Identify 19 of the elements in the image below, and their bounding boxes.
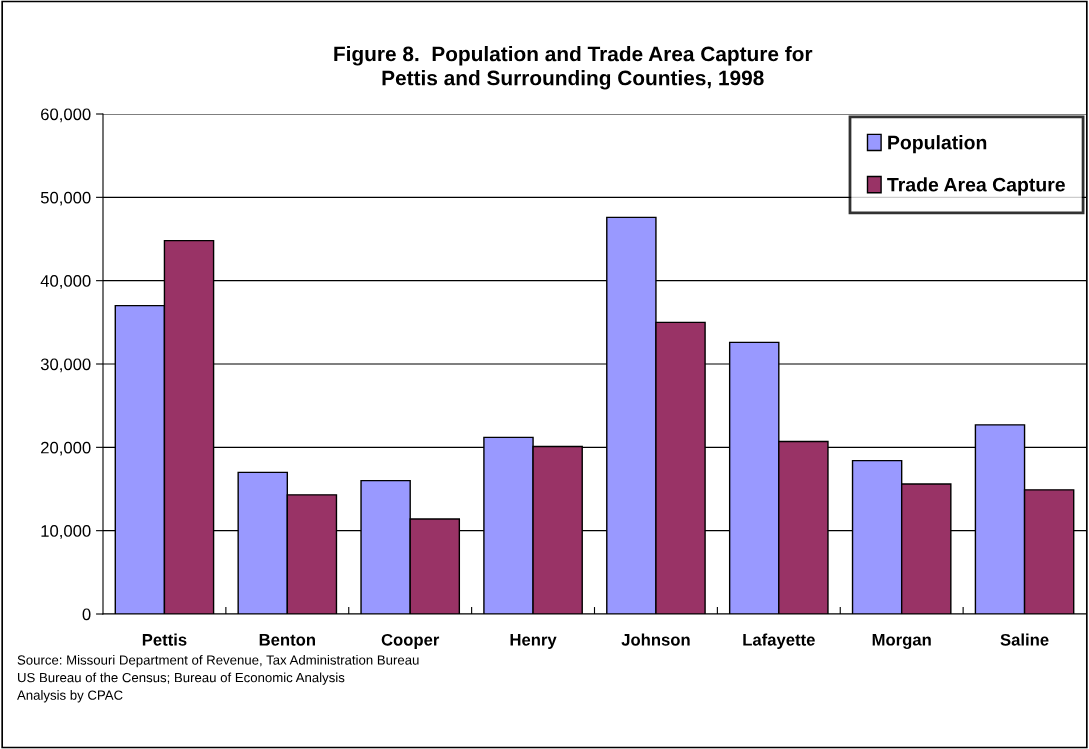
y-tick-label: 20,000: [41, 441, 91, 456]
chart-title: Figure 8. Population and Trade Area Capture for Pettis and Surrounding Counties, 1998: [334, 46, 813, 90]
y-tick-label: 40,000: [40, 275, 91, 289]
legend-label: Population: [888, 135, 987, 154]
legend-label: Trade Area Capture: [887, 177, 1065, 196]
x-tick-label: Benton: [259, 634, 315, 646]
x-tick-label: Morgan: [872, 633, 931, 649]
x-tick-label: Johnson: [621, 633, 690, 646]
x-tick-label: Cooper: [381, 633, 440, 649]
source-note: Source: Missouri Department of Revenue, Tax Administration Bureau US Bureau of the Census; Bureau of Economic Analysis Analysis by CPAC: [17, 655, 419, 703]
y-tick-label: 0: [82, 608, 91, 621]
x-tick-label: Lafayette: [743, 633, 815, 649]
y-tick-label: 30,000: [40, 358, 91, 373]
y-tick-label: 60,000: [41, 108, 91, 123]
y-tick-label: 10,000: [41, 525, 91, 539]
x-tick-label: Henry: [510, 634, 557, 649]
y-tick-label: 50,000: [40, 191, 91, 206]
x-tick-label: Saline: [1000, 633, 1049, 646]
x-tick-label: Pettis: [142, 633, 187, 646]
